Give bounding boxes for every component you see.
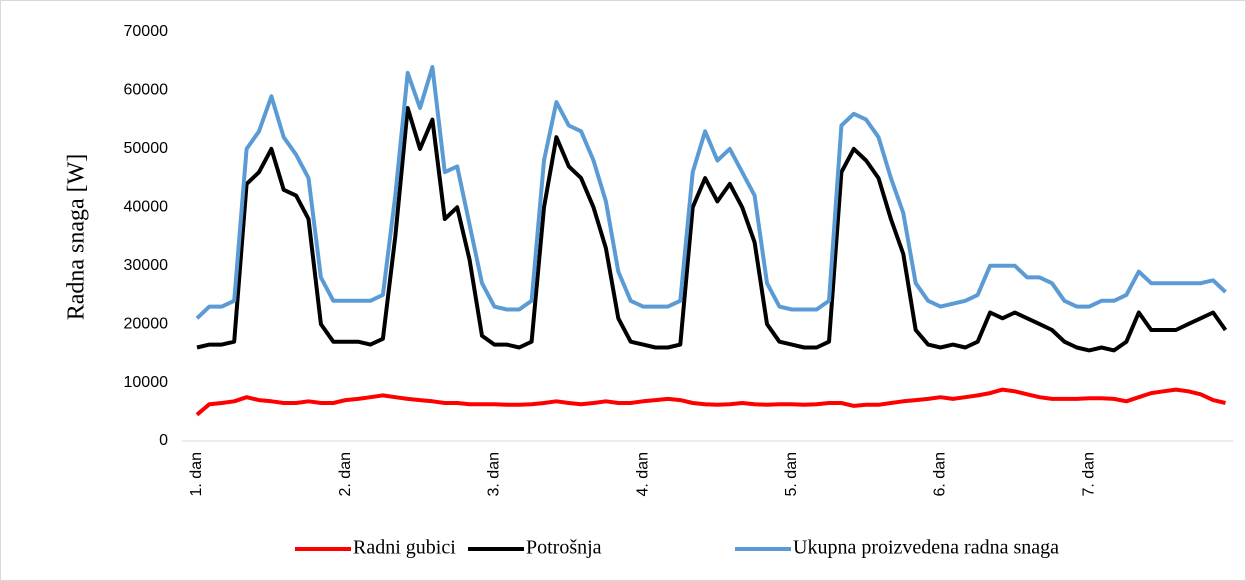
legend-label: Ukupna proizvedena radna snaga: [793, 537, 1059, 559]
x-tick-label: 4. dan: [634, 452, 651, 496]
y-tick-label: 0: [159, 432, 168, 449]
y-tick-label: 10000: [124, 374, 169, 391]
y-tick-label: 60000: [124, 82, 169, 99]
series-line: [196, 106, 1228, 353]
x-tick-label: 3. dan: [486, 452, 503, 496]
series-line: [195, 65, 1227, 320]
x-tick-label: 7. dan: [1080, 452, 1097, 496]
y-axis-title: Radna snaga [W]: [64, 154, 90, 321]
y-tick-label: 20000: [124, 315, 169, 332]
series-line: [195, 387, 1226, 417]
x-tick-label: 5. dan: [783, 452, 800, 496]
y-tick-label: 70000: [124, 23, 169, 40]
y-tick-label: 30000: [124, 257, 169, 274]
legend-label: Radni gubici: [353, 537, 456, 559]
x-tick-label: 1. dan: [188, 452, 205, 496]
x-tick-label: 2. dan: [337, 452, 354, 496]
legend-label: Potrošnja: [526, 537, 602, 559]
y-tick-label: 40000: [124, 199, 169, 216]
x-tick-label: 6. dan: [932, 452, 949, 496]
y-tick-label: 50000: [124, 140, 169, 157]
